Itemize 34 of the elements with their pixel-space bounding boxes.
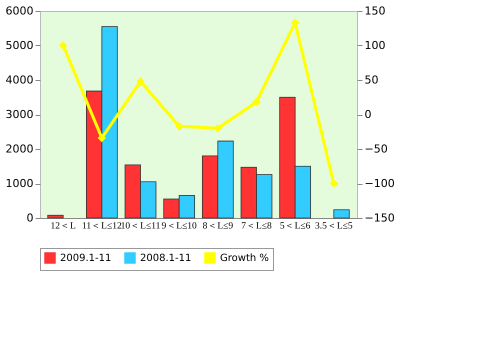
x-tick-label: 3.5＜L≤5 [314, 222, 353, 232]
y-tick-label: 4000 [6, 74, 34, 86]
bar [47, 214, 64, 218]
y2-tick-label: 0 [364, 108, 372, 121]
point [214, 124, 222, 132]
y-tick-label: 3000 [6, 108, 34, 121]
x-tick-label: 12＜L [50, 222, 76, 232]
x-tick-label: 7＜L≤8 [241, 222, 272, 232]
y-tick-label: 5000 [6, 39, 34, 52]
y-tick-label: 0 [26, 212, 34, 224]
x-tick-label: 5＜L≤6 [280, 222, 311, 232]
y2-tick-label: 50 [364, 74, 378, 86]
legend-label: Growth % [220, 253, 269, 264]
y-tick-label: 6000 [6, 4, 34, 18]
point [98, 134, 106, 142]
legend-label: 2008.1-11 [140, 253, 192, 264]
point [174, 122, 184, 130]
legend-label: 2009.1-11 [60, 253, 112, 264]
x-tick-label: 9＜L≤10 [162, 222, 198, 232]
y2-tick-label: 100 [364, 39, 386, 52]
y2-tick-label: −50 [364, 142, 388, 156]
y-tick-label: 1000 [6, 177, 34, 190]
y2-tick-label: 150 [364, 4, 386, 18]
bar [333, 209, 350, 218]
y2-tick-label: −150 [364, 212, 395, 224]
point [252, 98, 261, 106]
x-tick-label: 10＜L≤11 [120, 222, 161, 232]
point [59, 41, 68, 50]
y-tick-label: 2000 [6, 142, 34, 156]
point [330, 179, 338, 188]
y2-tick-label: −100 [364, 177, 395, 190]
x-tick-label: 8＜L≤9 [202, 222, 234, 232]
point [136, 77, 145, 86]
x-tick-label: 11＜L≤12 [82, 222, 122, 232]
